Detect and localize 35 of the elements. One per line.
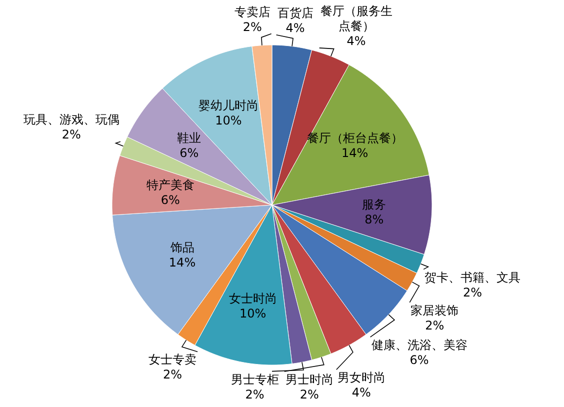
slice-label: 健康、洗浴、美容 bbox=[371, 338, 468, 352]
data-label: 10% bbox=[215, 113, 242, 128]
data-label: 2% bbox=[300, 388, 319, 402]
data-label: 6% bbox=[160, 193, 180, 208]
slice-label: 女士时尚 bbox=[228, 292, 277, 306]
data-label: 2% bbox=[242, 20, 262, 34]
data-label: 4% bbox=[286, 20, 305, 35]
data-label: 14% bbox=[342, 146, 368, 160]
slice-label: 贺卡、书籍、文具 bbox=[424, 270, 521, 284]
slice-label: 餐厅（服务生点餐） bbox=[320, 4, 392, 33]
slice-label: 特产美食 bbox=[146, 178, 194, 192]
slice-label: 百货店 bbox=[277, 6, 314, 20]
data-label: 2% bbox=[62, 128, 81, 142]
slice-label: 鞋业 bbox=[177, 130, 202, 145]
data-label: 8% bbox=[364, 212, 384, 226]
data-label: 2% bbox=[425, 318, 444, 332]
slice-label: 玩具、游戏、玩偶 bbox=[23, 112, 120, 127]
data-label: 10% bbox=[239, 306, 266, 321]
slice-label: 男士专柜 bbox=[230, 372, 279, 386]
data-label: 2% bbox=[245, 387, 264, 402]
slice-label: 家居装饰 bbox=[410, 303, 459, 318]
slice-label: 婴幼儿时尚 bbox=[198, 98, 258, 112]
data-label: 4% bbox=[352, 386, 371, 400]
data-label: 6% bbox=[410, 353, 429, 368]
data-label: 2% bbox=[463, 285, 482, 300]
data-label: 14% bbox=[168, 255, 196, 270]
data-label: 4% bbox=[346, 34, 366, 48]
slice-label: 服务 bbox=[362, 197, 386, 212]
slice-label: 男女时尚 bbox=[337, 370, 386, 385]
slice-label: 男士时尚 bbox=[285, 372, 334, 387]
data-label: 2% bbox=[163, 368, 182, 382]
slice-label: 专卖店 bbox=[234, 4, 270, 19]
data-label: 6% bbox=[180, 146, 199, 160]
slice-label: 女士专卖 bbox=[148, 352, 197, 367]
slice-label: 饰品 bbox=[169, 240, 194, 254]
